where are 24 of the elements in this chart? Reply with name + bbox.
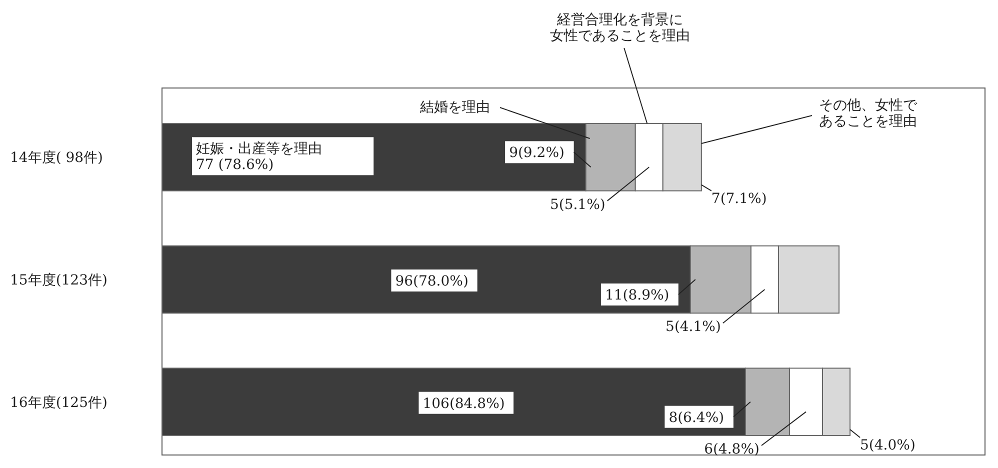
value-label: 8(6.4%): [664, 406, 734, 428]
category: 15年度(123件): [10, 272, 108, 288]
data-label: 77 (78.6%): [196, 157, 274, 174]
series-name: 経営合理化を背景に女性であることを理由: [550, 12, 690, 44]
data-label: 96(78.0%): [395, 274, 468, 290]
data-label: 9(9.2%): [509, 145, 564, 162]
value-label: 96(78.0%): [391, 270, 478, 292]
series-name: その他、女性であることを理由: [819, 98, 917, 130]
data-label: 11(8.9%): [604, 288, 670, 304]
value-label: 5(5.1%): [550, 196, 606, 213]
series-name: 結婚を理由: [420, 100, 490, 116]
category: 14年度( 98件): [10, 150, 104, 166]
series-label: 妊娠・出産等を理由: [196, 141, 322, 158]
value-label: 5(4.0%): [860, 437, 916, 454]
value-label: 9(9.2%): [505, 141, 574, 164]
category: 16年度(125件): [10, 394, 108, 411]
data-label: 106(84.8%): [422, 396, 505, 412]
value-label: 106(84.8%): [418, 392, 514, 414]
data-label: 8(6.4%): [668, 410, 724, 426]
value-label: 7(7.1%): [711, 190, 767, 207]
value-label: 6(4.8%): [704, 441, 760, 458]
value-label: 5(4.1%): [666, 319, 721, 336]
value-label: 妊娠・出産等を理由 77 (78.6%): [192, 137, 374, 176]
value-label: 11(8.9%): [600, 284, 678, 306]
